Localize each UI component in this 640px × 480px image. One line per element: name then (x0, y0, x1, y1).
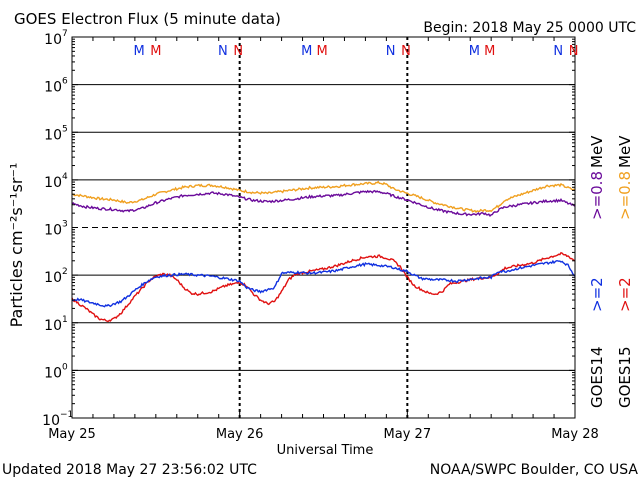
y-tick-5: 10 2 (44, 267, 575, 309)
marker-label-10: N (553, 44, 563, 59)
legend-goes14-label: GOES14 (588, 346, 606, 408)
y-tick-exponent: 5 (62, 124, 68, 134)
x-tick-0: May 25 (48, 410, 96, 442)
y-tick-label: 10 (44, 32, 62, 48)
marker-label-4: M (301, 44, 312, 59)
y-tick-0: 10 7 (44, 29, 575, 71)
legend-goes15-mev-unit: MeV (616, 135, 634, 168)
marker-label-11: N (569, 44, 579, 59)
x-tick-label: May 25 (48, 427, 96, 442)
y-tick-1: 10 6 (44, 77, 575, 119)
y-tick-7: 10 0 (44, 362, 575, 405)
marker-label-3: N (233, 44, 243, 59)
y-tick-label: 10 (44, 175, 62, 191)
series-line-0 (72, 180, 576, 214)
y-tick-2: 10 5 (44, 124, 575, 167)
marker-label-8: M (469, 44, 480, 59)
legend-goes15-08mev: >=0.8 (616, 171, 634, 220)
y-tick-label: 10 (44, 80, 62, 96)
updated-timestamp: Updated 2018 May 27 23:56:02 UTC (2, 462, 257, 478)
x-tick-2: May 27 (384, 410, 432, 442)
legend-goes14-mev-unit: MeV (588, 135, 606, 168)
x-axis-title: Universal Time (277, 443, 374, 458)
begin-time-label: Begin: 2018 May 25 0000 UTC (423, 20, 636, 36)
y-tick-3: 10 4 (44, 172, 575, 214)
marker-label-5: M (316, 44, 327, 59)
marker-label-6: N (386, 44, 396, 59)
y-tick-label: 10 (44, 365, 62, 381)
marker-label-1: M (150, 44, 161, 59)
chart-title: GOES Electron Flux (5 minute data) (14, 10, 281, 28)
x-axis-ticks: May 25 May 26 May 27 May 28 (48, 37, 599, 442)
y-tick-exponent: 1 (62, 315, 68, 325)
y-tick-label: 10 (44, 318, 62, 334)
credit-label: NOAA/SWPC Boulder, CO USA (430, 462, 639, 478)
y-tick-exponent: 6 (62, 77, 68, 87)
y-tick-6: 10 1 (44, 315, 575, 357)
marker-label-9: M (484, 44, 495, 59)
x-tick-label: May 26 (216, 427, 264, 442)
y-axis-title: Particles cm⁻²s⁻¹sr⁻¹ (7, 163, 26, 328)
series-line-3 (71, 259, 576, 308)
y-tick-label: 10 (44, 127, 62, 143)
series-line-1 (71, 189, 576, 217)
y-tick-4: 10 3 (44, 220, 575, 262)
y-tick-label: 10 (44, 270, 62, 286)
legend-goes14-2mev: >=2 (588, 277, 606, 312)
x-tick-1: May 26 (216, 410, 264, 442)
y-tick-label: 10 (44, 223, 62, 239)
y-tick-exponent: 4 (62, 172, 68, 182)
y-tick-exponent: 0 (62, 362, 68, 372)
legend: GOES14 >=2 >=0.8 MeV GOES15 >=2 >=0.8 Me… (588, 135, 634, 408)
y-tick-8: 10 −1 (42, 410, 575, 429)
x-tick-label: May 28 (551, 427, 599, 442)
x-tick-label: May 27 (384, 427, 432, 442)
y-tick-exponent: 7 (62, 29, 68, 39)
y-tick-label: 10 (42, 413, 60, 429)
y-tick-exponent: 2 (62, 267, 68, 277)
legend-goes15-2mev: >=2 (616, 277, 634, 312)
x-tick-3: May 28 (551, 410, 599, 442)
legend-goes14-08mev: >=0.8 (588, 171, 606, 220)
marker-label-0: M (133, 44, 144, 59)
series-lines (71, 180, 576, 323)
y-tick-exponent: −1 (60, 410, 73, 420)
legend-goes15-label: GOES15 (616, 346, 634, 408)
marker-label-2: N (218, 44, 228, 59)
marker-label-7: N (401, 44, 411, 59)
y-tick-exponent: 3 (62, 220, 68, 230)
